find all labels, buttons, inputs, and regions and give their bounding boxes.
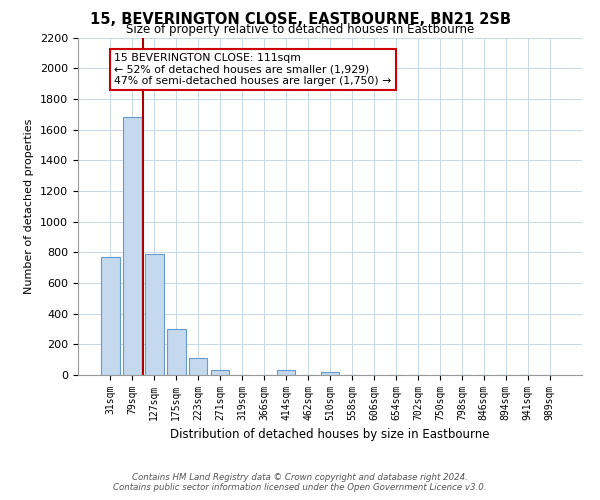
- Y-axis label: Number of detached properties: Number of detached properties: [25, 118, 34, 294]
- Text: 15, BEVERINGTON CLOSE, EASTBOURNE, BN21 2SB: 15, BEVERINGTON CLOSE, EASTBOURNE, BN21 …: [89, 12, 511, 28]
- Bar: [145, 254, 164, 375]
- Text: Contains HM Land Registry data © Crown copyright and database right 2024.
Contai: Contains HM Land Registry data © Crown c…: [113, 473, 487, 492]
- Bar: [211, 370, 229, 375]
- Bar: [167, 329, 185, 375]
- Bar: [320, 372, 340, 375]
- Text: 15 BEVERINGTON CLOSE: 111sqm
← 52% of detached houses are smaller (1,929)
47% of: 15 BEVERINGTON CLOSE: 111sqm ← 52% of de…: [114, 53, 391, 86]
- Bar: [101, 257, 119, 375]
- Bar: [123, 118, 142, 375]
- Text: Size of property relative to detached houses in Eastbourne: Size of property relative to detached ho…: [126, 22, 474, 36]
- Bar: [277, 370, 295, 375]
- X-axis label: Distribution of detached houses by size in Eastbourne: Distribution of detached houses by size …: [170, 428, 490, 442]
- Bar: [189, 358, 208, 375]
